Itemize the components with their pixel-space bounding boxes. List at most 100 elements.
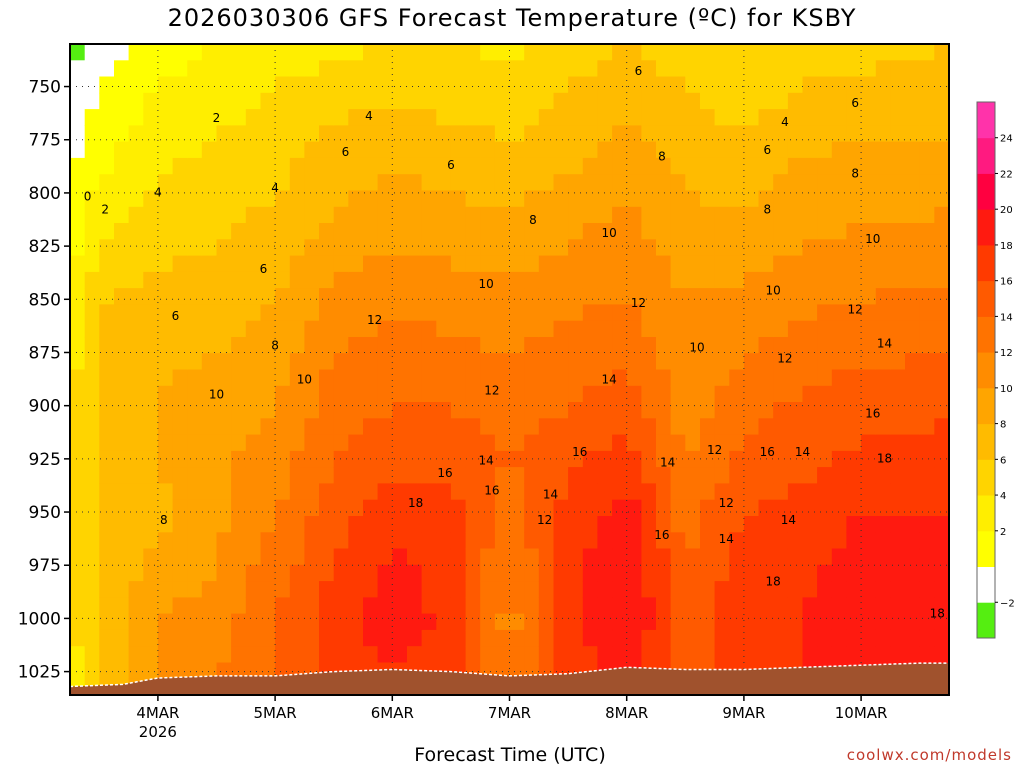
temperature-cell [656, 337, 672, 354]
temperature-cell [670, 548, 686, 566]
temperature-cell [553, 369, 569, 387]
temperature-cell [84, 190, 100, 208]
temperature-cell [875, 613, 891, 631]
temperature-cell [84, 483, 100, 501]
temperature-cell [319, 548, 335, 566]
temperature-cell [421, 109, 437, 126]
temperature-cell [333, 597, 349, 615]
temperature-cell [143, 499, 159, 517]
temperature-cell [919, 483, 935, 501]
temperature-cell [157, 109, 174, 126]
temperature-cell [700, 418, 716, 436]
temperature-cell [905, 629, 921, 647]
temperature-cell [436, 434, 452, 452]
temperature-cell [670, 646, 686, 664]
temperature-cell [450, 174, 467, 192]
temperature-cell [260, 304, 276, 322]
temperature-cell [641, 353, 657, 371]
temperature-cell [319, 467, 335, 484]
temperature-cell [582, 206, 598, 224]
temperature-cell [348, 141, 364, 159]
temperature-cell [114, 662, 130, 680]
temperature-cell [84, 450, 100, 468]
temperature-cell [685, 434, 701, 452]
temperature-cell [582, 337, 598, 354]
temperature-cell [333, 581, 349, 598]
temperature-cell [319, 646, 335, 664]
temperature-cell [231, 548, 247, 566]
temperature-cell [99, 60, 115, 78]
temperature-cell [245, 613, 262, 631]
temperature-cell [568, 581, 584, 598]
temperature-cell [114, 418, 130, 436]
temperature-cell [333, 613, 349, 631]
colorbar-tick-label: 22 [1000, 169, 1013, 180]
temperature-cell [509, 450, 525, 468]
temperature-cell [465, 418, 481, 436]
temperature-cell [743, 320, 760, 338]
temperature-cell [890, 434, 906, 452]
temperature-cell [758, 467, 774, 484]
temperature-cell [494, 564, 511, 582]
temperature-cell [319, 141, 335, 159]
temperature-cell [465, 385, 481, 403]
colorbar-swatch [977, 423, 995, 460]
temperature-cell [817, 369, 833, 387]
temperature-cell [934, 450, 949, 468]
temperature-cell [216, 613, 232, 631]
temperature-cell [480, 141, 496, 159]
temperature-cell [714, 467, 730, 484]
temperature-cell [538, 353, 555, 371]
plot-grid [70, 44, 949, 695]
temperature-cell [582, 483, 598, 501]
temperature-cell [553, 304, 569, 322]
temperature-cell [231, 402, 247, 419]
temperature-cell [685, 581, 701, 598]
temperature-cell [319, 418, 335, 436]
temperature-cell [817, 44, 833, 61]
temperature-cell [890, 255, 906, 273]
temperature-cell [494, 597, 511, 615]
temperature-cell [392, 548, 408, 566]
temperature-cell [407, 206, 423, 224]
temperature-cell [612, 320, 628, 338]
temperature-cell [861, 532, 877, 550]
temperature-cell [99, 629, 115, 647]
temperature-cell [802, 92, 818, 110]
contour-label: 10 [601, 226, 616, 240]
temperature-cell [817, 483, 833, 501]
temperature-cell [245, 157, 262, 175]
temperature-cell [509, 223, 525, 240]
temperature-cell [919, 499, 935, 517]
temperature-cell [392, 337, 408, 354]
temperature-cell [553, 418, 569, 436]
temperature-cell [641, 190, 657, 208]
temperature-cell [392, 467, 408, 484]
temperature-cell [333, 320, 349, 338]
temperature-cell [128, 434, 144, 452]
temperature-cell [260, 646, 276, 664]
temperature-cell [582, 271, 598, 289]
temperature-cell [773, 564, 789, 582]
temperature-cell [128, 157, 144, 175]
temperature-cell [114, 109, 130, 126]
temperature-cell [187, 141, 203, 159]
temperature-cell [597, 304, 613, 322]
temperature-cell [275, 288, 291, 305]
temperature-cell [612, 499, 628, 517]
temperature-cell [348, 564, 364, 582]
temperature-cell [875, 125, 891, 143]
temperature-cell [802, 125, 818, 143]
temperature-cell [758, 190, 774, 208]
temperature-cell [934, 76, 949, 94]
temperature-cell [216, 320, 232, 338]
temperature-cell [143, 92, 159, 110]
temperature-cell [919, 402, 935, 419]
temperature-cell [626, 369, 642, 387]
temperature-cell [729, 157, 745, 175]
temperature-cell [128, 532, 144, 550]
temperature-cell [201, 125, 218, 143]
contour-label: 6 [447, 158, 455, 172]
temperature-cell [700, 239, 716, 257]
temperature-cell [201, 141, 218, 159]
